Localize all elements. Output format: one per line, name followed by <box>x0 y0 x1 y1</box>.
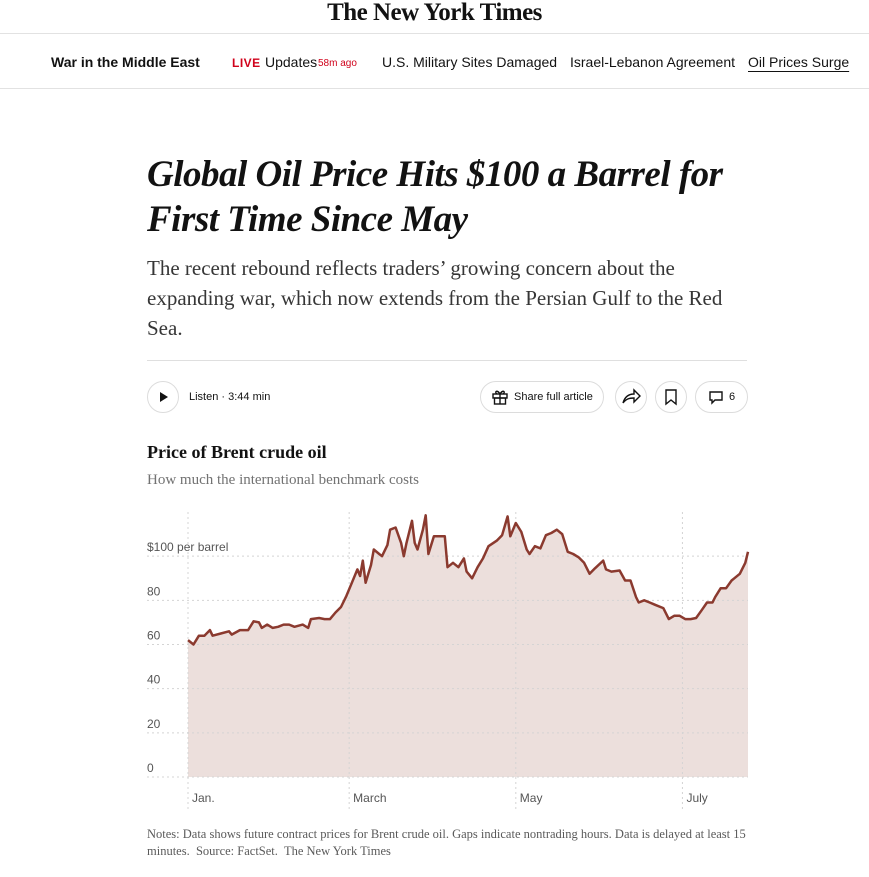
summary: The recent rebound reflects traders’ gro… <box>147 256 723 340</box>
play-button[interactable] <box>147 381 179 413</box>
credit: The New York Times <box>283 844 391 858</box>
live-badge[interactable]: LIVE <box>232 56 261 70</box>
nav-link[interactable]: Oil Prices Surge <box>748 54 850 70</box>
save-button[interactable] <box>655 381 687 413</box>
share-label: Share full article <box>514 391 593 403</box>
forward-button[interactable] <box>615 381 647 413</box>
nav-bar: War in the Middle East LIVE Updates 58m … <box>0 33 869 89</box>
notes: Notes: Data shows future contract prices… <box>147 827 746 858</box>
share-button[interactable]: Share full article <box>480 381 604 413</box>
y-tick-label: 20 <box>147 717 161 731</box>
source: Source: FactSet. <box>195 844 278 858</box>
x-tick-label: Jan. <box>192 791 215 805</box>
x-tick-label: July <box>686 791 707 805</box>
listen-label[interactable]: Listen · 3:44 min <box>189 391 271 403</box>
gift-icon <box>492 390 508 405</box>
comment-count: 6 <box>729 391 736 403</box>
y-tick-label: 0 <box>147 761 154 775</box>
y-tick-label: 80 <box>147 584 161 598</box>
nav-link[interactable]: Israel-Lebanon Agreement <box>570 54 735 70</box>
chart-notes: Notes: Data shows future contract prices… <box>147 826 747 860</box>
headline: Global Oil Price Hits $100 a Barrel for … <box>147 154 723 240</box>
chart-title: Price of Brent crude oil <box>147 442 327 462</box>
nav-link[interactable]: Updates <box>265 54 318 70</box>
play-icon <box>160 392 168 402</box>
bookmark-icon <box>665 389 677 406</box>
chart: Jan. March May July 0 20 40 60 80 $100 per barrel <box>147 512 750 810</box>
y-tick-label: 40 <box>147 673 161 687</box>
toolbar: Listen · 3:44 min Share full article 6 <box>147 381 749 415</box>
masthead[interactable]: The New York Times <box>327 0 542 26</box>
x-tick-label: May <box>520 791 543 805</box>
comments-button[interactable]: 6 <box>695 381 749 413</box>
y-tick-label: $100 per barrel <box>147 540 228 554</box>
comment-icon <box>709 391 723 405</box>
timestamp: 58m ago <box>318 58 357 69</box>
area <box>188 515 748 777</box>
divider <box>147 360 747 361</box>
nav-link[interactable]: U.S. Military Sites Damaged <box>382 54 558 70</box>
x-tick-label: March <box>353 791 386 805</box>
share-icon <box>622 388 641 404</box>
price-line <box>187 514 750 646</box>
nav-section[interactable]: War in the Middle East <box>51 54 200 70</box>
y-tick-label: 60 <box>147 629 161 643</box>
chart-subtitle: How much the international benchmark cos… <box>147 472 420 488</box>
